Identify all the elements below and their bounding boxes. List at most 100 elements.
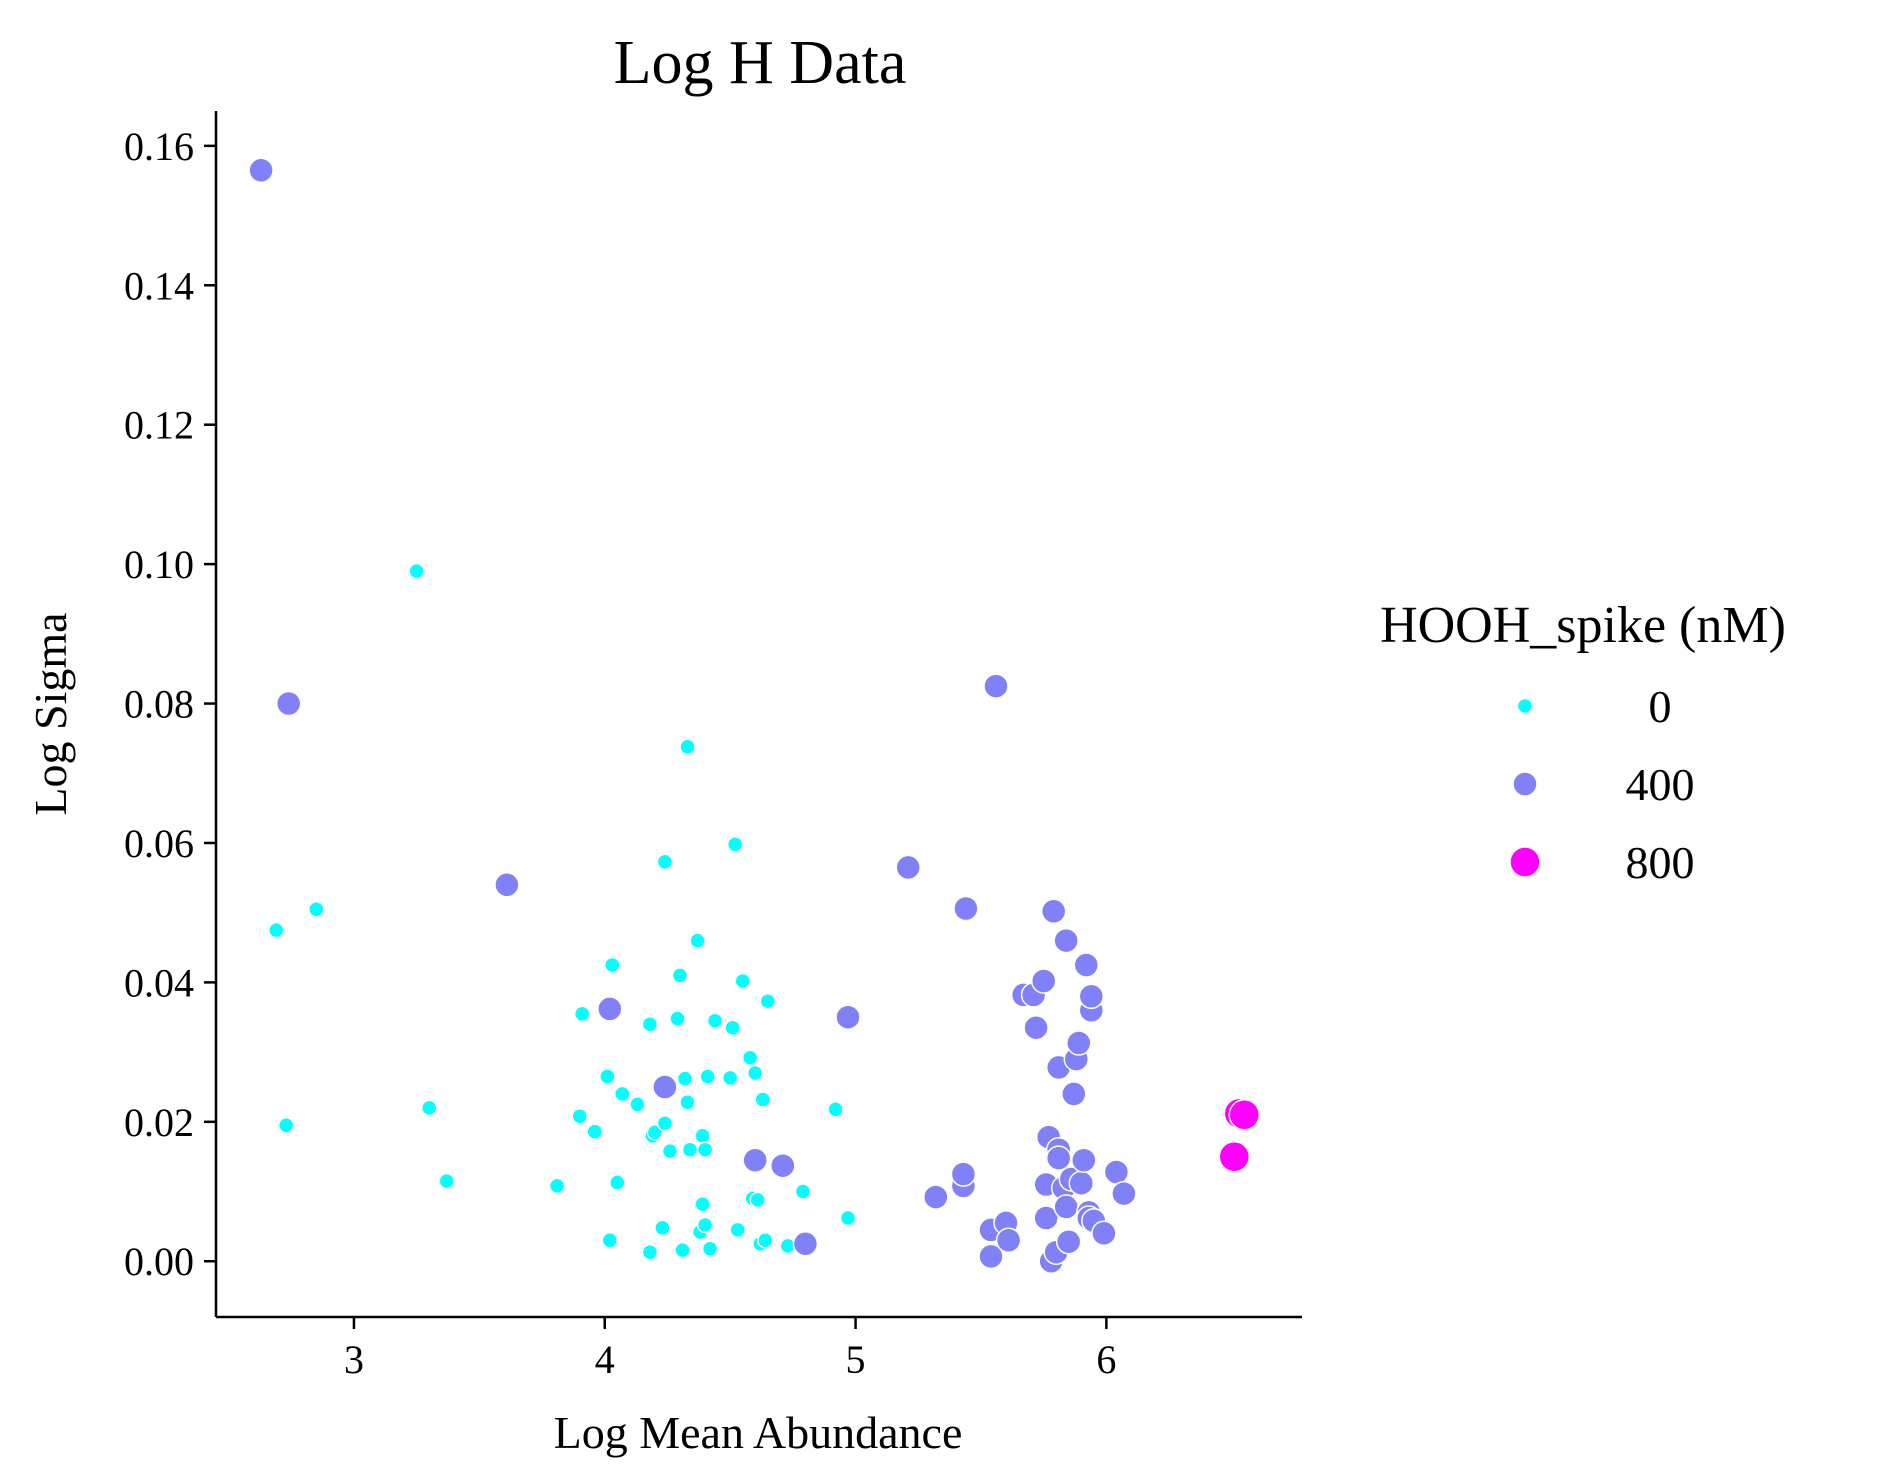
point-hooh-0 xyxy=(277,1117,295,1134)
point-hooh-0 xyxy=(681,1141,699,1158)
point-hooh-400 xyxy=(1053,927,1079,954)
point-hooh-0 xyxy=(548,1177,566,1195)
point-hooh-0 xyxy=(754,1091,772,1108)
point-hooh-0 xyxy=(701,1240,719,1257)
x-axis-label: Log Mean Abundance xyxy=(554,1407,963,1458)
point-hooh-0 xyxy=(601,1232,619,1249)
point-hooh-400 xyxy=(1078,983,1105,1010)
point-hooh-0 xyxy=(420,1099,438,1117)
x-tick-label: 3 xyxy=(344,1337,364,1382)
y-tick-label: 0.04 xyxy=(124,960,194,1005)
point-hooh-400 xyxy=(978,1243,1004,1270)
y-axis-label: Log Sigma xyxy=(25,612,76,815)
y-tick-label: 0.02 xyxy=(124,1100,194,1145)
point-hooh-400 xyxy=(1071,1147,1097,1173)
point-hooh-0 xyxy=(741,1049,759,1066)
point-hooh-0 xyxy=(641,1243,659,1261)
point-hooh-0 xyxy=(661,1142,679,1160)
point-hooh-0 xyxy=(734,972,751,990)
point-hooh-0 xyxy=(438,1172,455,1190)
point-hooh-0 xyxy=(573,1005,591,1023)
y-tick-label: 0.14 xyxy=(124,263,194,308)
point-hooh-0 xyxy=(267,921,285,939)
point-hooh-0 xyxy=(689,932,706,949)
point-hooh-0 xyxy=(749,1191,766,1209)
point-hooh-0 xyxy=(408,562,425,580)
chart-title: Log H Data xyxy=(614,29,907,97)
point-hooh-400 xyxy=(597,996,623,1022)
point-hooh-0 xyxy=(696,1141,714,1158)
point-hooh-400 xyxy=(1055,1228,1082,1255)
point-hooh-0 xyxy=(671,967,689,984)
point-hooh-400 xyxy=(1066,1030,1092,1056)
point-hooh-400 xyxy=(494,872,520,898)
point-hooh-400 xyxy=(1068,1170,1095,1196)
point-hooh-400 xyxy=(1045,1145,1072,1171)
legend: HOOH_spike (nM) 0 400 800 xyxy=(1380,597,1786,888)
point-hooh-400 xyxy=(770,1152,796,1179)
point-hooh-400 xyxy=(950,1161,977,1187)
point-hooh-0 xyxy=(614,1085,631,1103)
point-hooh-0 xyxy=(694,1195,711,1213)
point-hooh-0 xyxy=(699,1068,716,1085)
y-tick-label: 0.00 xyxy=(124,1239,194,1284)
point-hooh-0 xyxy=(308,900,325,918)
point-hooh-0 xyxy=(759,992,777,1010)
point-hooh-0 xyxy=(656,853,674,871)
point-hooh-0 xyxy=(669,1010,686,1027)
y-tick-label: 0.08 xyxy=(124,682,194,727)
y-axis-ticks: 0.00 0.02 0.04 0.06 0.08 0.10 0.12 0.14 0.16 xyxy=(124,124,216,1284)
y-tick-label: 0.12 xyxy=(124,403,194,448)
legend-label-800: 800 xyxy=(1626,837,1695,888)
point-hooh-400 xyxy=(1073,952,1100,978)
point-hooh-0 xyxy=(676,1070,694,1087)
point-hooh-0 xyxy=(706,1012,724,1029)
point-hooh-0 xyxy=(609,1174,626,1191)
point-hooh-400 xyxy=(995,1227,1022,1254)
point-hooh-0 xyxy=(794,1183,812,1200)
point-hooh-0 xyxy=(604,956,621,974)
point-hooh-0 xyxy=(629,1096,646,1113)
point-hooh-0 xyxy=(827,1101,844,1118)
x-tick-label: 5 xyxy=(846,1337,866,1382)
point-hooh-0 xyxy=(694,1127,711,1145)
point-hooh-400 xyxy=(1103,1159,1130,1185)
point-hooh-400 xyxy=(835,1004,861,1030)
legend-marker-400 xyxy=(1512,771,1538,797)
point-hooh-400 xyxy=(1091,1220,1117,1247)
x-axis-ticks: 3 4 5 6 xyxy=(344,1317,1116,1382)
y-tick-label: 0.10 xyxy=(124,542,194,587)
point-hooh-0 xyxy=(571,1107,588,1125)
point-hooh-0 xyxy=(757,1232,774,1249)
point-hooh-400 xyxy=(652,1074,678,1100)
point-hooh-400 xyxy=(1030,968,1057,994)
y-tick-label: 0.06 xyxy=(124,821,194,866)
point-hooh-400 xyxy=(742,1147,768,1173)
point-hooh-0 xyxy=(696,1216,714,1234)
point-hooh-400 xyxy=(895,854,921,881)
point-hooh-400 xyxy=(1061,1081,1087,1107)
point-hooh-0 xyxy=(654,1219,671,1237)
point-hooh-0 xyxy=(679,1094,696,1111)
point-hooh-400 xyxy=(792,1231,819,1257)
x-tick-label: 4 xyxy=(595,1337,615,1382)
point-hooh-0 xyxy=(641,1015,659,1033)
point-hooh-400 xyxy=(275,690,302,717)
point-hooh-800 xyxy=(1228,1099,1261,1131)
point-hooh-0 xyxy=(724,1019,741,1036)
point-hooh-800 xyxy=(1218,1140,1251,1173)
points-layer xyxy=(248,157,1261,1274)
point-hooh-400 xyxy=(1023,1014,1049,1041)
point-hooh-400 xyxy=(923,1184,949,1210)
point-hooh-0 xyxy=(726,836,744,853)
legend-marker-800 xyxy=(1509,846,1541,878)
point-hooh-0 xyxy=(674,1241,691,1259)
point-hooh-0 xyxy=(656,1114,674,1132)
point-hooh-0 xyxy=(839,1209,857,1227)
point-hooh-0 xyxy=(729,1221,746,1239)
point-hooh-400 xyxy=(983,673,1009,699)
y-tick-label: 0.16 xyxy=(124,124,194,169)
legend-title: HOOH_spike (nM) xyxy=(1380,597,1786,654)
point-hooh-0 xyxy=(679,738,696,756)
